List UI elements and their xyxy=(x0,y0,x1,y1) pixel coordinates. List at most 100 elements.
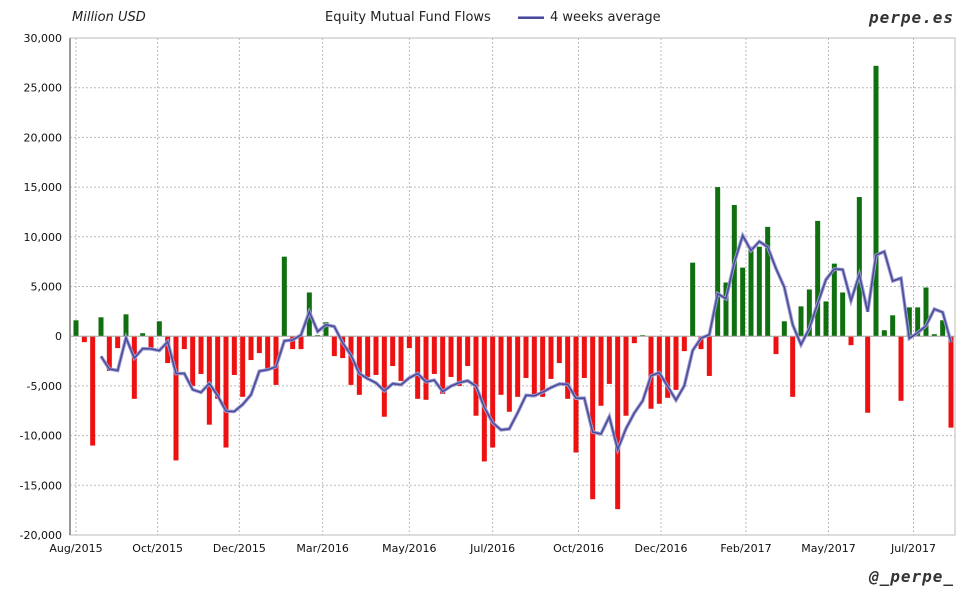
legend-line-swatch xyxy=(518,16,544,19)
x-tick-label: Oct/2015 xyxy=(132,542,183,555)
bar xyxy=(656,336,662,404)
bar xyxy=(923,287,929,337)
bar xyxy=(398,336,404,381)
bar xyxy=(73,320,79,337)
bar xyxy=(231,336,237,375)
bar xyxy=(948,336,954,428)
bar xyxy=(715,187,721,337)
y-tick-label: 5,000 xyxy=(31,281,63,294)
bar xyxy=(515,336,521,397)
bar xyxy=(940,320,946,337)
bar xyxy=(415,336,421,399)
bar xyxy=(431,336,437,374)
bar xyxy=(373,336,379,375)
y-tick-label: 10,000 xyxy=(24,231,63,244)
bar xyxy=(548,336,554,379)
bar xyxy=(165,336,171,364)
bar xyxy=(840,292,846,337)
bar xyxy=(115,336,121,349)
bar xyxy=(581,336,587,378)
x-tick-label: May/2016 xyxy=(382,542,436,555)
bar xyxy=(381,336,387,417)
bar xyxy=(698,336,704,350)
bar xyxy=(556,336,562,364)
bar xyxy=(673,336,679,390)
bar xyxy=(131,336,137,399)
bar xyxy=(665,336,671,398)
bar xyxy=(140,333,146,337)
bar xyxy=(123,314,129,337)
y-tick-label: 20,000 xyxy=(24,131,63,144)
bar xyxy=(931,334,937,337)
x-tick-label: Dec/2015 xyxy=(213,542,266,555)
y-tick-label: 15,000 xyxy=(24,181,63,194)
bar xyxy=(773,336,779,355)
average-line xyxy=(100,233,952,452)
bar xyxy=(448,336,454,377)
x-tick-label: Mar/2016 xyxy=(296,542,348,555)
bar xyxy=(148,336,154,350)
bar xyxy=(98,317,104,337)
bar xyxy=(690,262,696,337)
bar xyxy=(506,336,512,412)
bar xyxy=(256,336,262,354)
bar xyxy=(731,204,737,337)
bar xyxy=(573,336,579,453)
bar xyxy=(423,336,429,400)
bar xyxy=(565,336,571,399)
bar xyxy=(723,282,729,337)
bar xyxy=(898,336,904,401)
legend-label: 4 weeks average xyxy=(550,10,661,25)
bar xyxy=(498,336,504,395)
bar xyxy=(890,315,896,337)
bar xyxy=(473,336,479,416)
bar xyxy=(356,336,362,395)
bar xyxy=(248,336,254,361)
x-tick-label: Oct/2016 xyxy=(553,542,604,555)
bar xyxy=(106,336,112,371)
bar xyxy=(590,336,596,500)
bar xyxy=(173,336,179,461)
bar xyxy=(331,336,337,357)
y-axis-unit-label: Million USD xyxy=(72,10,146,25)
bar xyxy=(181,336,187,350)
bar xyxy=(681,336,687,352)
bar xyxy=(806,289,812,337)
brand-watermark: perpe.es xyxy=(868,8,954,27)
bar xyxy=(90,336,96,446)
bar xyxy=(848,336,854,346)
y-tick-label: 25,000 xyxy=(24,82,63,95)
bar xyxy=(598,336,604,406)
x-tick-label: Dec/2016 xyxy=(635,542,688,555)
bar xyxy=(706,336,712,376)
bar xyxy=(198,336,204,374)
bar xyxy=(856,197,862,337)
bar xyxy=(298,336,304,350)
x-tick-label: Jul/2017 xyxy=(890,542,936,555)
bar xyxy=(456,336,462,386)
bar xyxy=(531,336,537,397)
bar xyxy=(523,336,529,378)
bar xyxy=(223,336,229,448)
chart-title: Equity Mutual Fund Flows xyxy=(325,10,491,25)
y-tick-label: -10,000 xyxy=(20,430,62,443)
bar xyxy=(323,322,329,337)
bar xyxy=(540,336,546,397)
bar xyxy=(215,336,221,399)
bar xyxy=(740,267,746,337)
bar xyxy=(365,336,371,377)
bar xyxy=(815,220,821,337)
bar xyxy=(798,306,804,337)
bar xyxy=(481,336,487,462)
bar xyxy=(156,321,162,337)
bar xyxy=(915,307,921,337)
bar xyxy=(190,336,196,386)
x-tick-label: Aug/2015 xyxy=(49,542,102,555)
bar xyxy=(823,301,829,337)
bar xyxy=(490,336,496,448)
bar xyxy=(748,246,754,337)
bar xyxy=(281,256,287,337)
x-tick-label: Feb/2017 xyxy=(720,542,771,555)
